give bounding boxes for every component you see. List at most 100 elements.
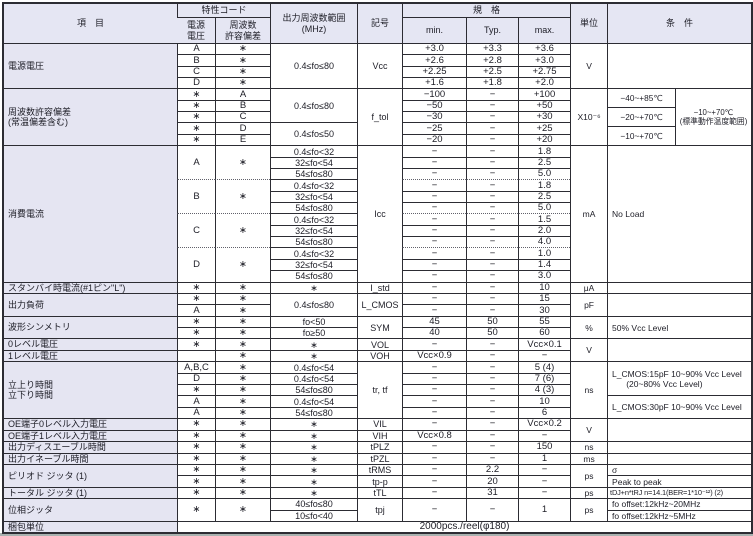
temp-range: −20~+70℃ (608, 107, 676, 126)
header-row-2: 電源 電圧 周波数 許容偏差 min. Typ. max. (4, 17, 751, 43)
char-code-cell: D (215, 122, 271, 135)
table-row: ∗ D 0.4≤fo≤50 −25− +25 (4, 122, 751, 146)
freq-range-cell: 0.4≤fo≤80 (270, 88, 358, 123)
spec-value-cell: +1.6 (402, 77, 467, 89)
col-header-unit: 単位 (570, 4, 608, 43)
spec-value-cell: 6 (518, 406, 571, 419)
char-code-cell: A (177, 395, 215, 407)
spec-value-cell: − (402, 213, 467, 225)
table-row: 電源電圧 A ∗ 0.4≤fo≤80 Vcc +3.0 +3.3 +3.6 V (4, 43, 752, 89)
col-header-item: 項 目 (4, 4, 177, 43)
spec-value-cell: +2.5 (466, 65, 519, 78)
spec-value-cell: − (402, 156, 467, 169)
condition-cell: fo offset:12kHz~5MHz (607, 509, 752, 521)
freq-range-cell: 32≤fo<54 (270, 156, 358, 169)
spec-value-cell: 1.4 (518, 258, 571, 271)
spec-value-cell: − (402, 236, 467, 248)
spec-value-cell: 10 (518, 395, 571, 407)
condition-cell: L_CMOS:30pF 10~90% Vcc Level (607, 395, 752, 419)
temp-conditions-cell: −40~+85℃ −20~+70℃ −10~+70℃ −10~+70℃ (標準動作温度… (607, 88, 752, 146)
spec-value-cell: − (518, 429, 571, 442)
page-edge (0, 533, 753, 536)
spec-value-cell: − (402, 486, 467, 499)
spec-item-label: OE端子0レベル入力電圧 (4, 418, 177, 430)
spec-value-cell: − (402, 475, 467, 487)
char-code-cell: ∗ (215, 498, 271, 521)
spec-value-cell: −100 (402, 88, 467, 100)
spec-value-cell: − (466, 236, 519, 248)
char-code-cell: ∗ (215, 65, 271, 78)
freq-range-cell: 0.4≤fo<32 (270, 247, 358, 259)
spec-value-cell: 5.0 (518, 168, 571, 180)
spec-value-cell: − (402, 361, 467, 373)
spec-value-cell: − (402, 202, 467, 214)
spec-value-cell: 50 (466, 327, 519, 339)
spec-item-label: スタンバイ時電流(#1ピン"L") (4, 281, 177, 293)
char-code-cell: C (215, 111, 271, 123)
spec-value-cell: 2.2 (466, 464, 519, 476)
char-code-cell: A (177, 43, 215, 55)
spec-value-cell: 20 (466, 475, 519, 487)
spec-value-cell: − (466, 429, 519, 442)
col-header-min: min. (402, 17, 467, 43)
spec-value-cell: 10 (518, 281, 571, 293)
table-row: 32≤fo<54− −2.5 (4, 156, 751, 169)
spec-item-label: OE端子1レベル入力電圧 (4, 429, 177, 442)
spec-value-cell: − (466, 452, 519, 465)
table-row: ∗ ∗ 54≤fo≤80− −4 (3) (4, 384, 751, 396)
spec-value-cell: − (402, 270, 467, 282)
symbol-cell: VOH (357, 349, 403, 362)
std-temp-range: −10~+70℃ (標準動作温度範囲) (679, 108, 748, 127)
spec-value-cell: − (402, 281, 467, 293)
char-code-cell: ∗ (177, 486, 215, 499)
unit-cell: V (570, 43, 608, 89)
spec-value-cell: 1.0 (518, 247, 571, 259)
symbol-cell: tr, tf (357, 361, 403, 419)
spec-value-cell: − (402, 304, 467, 316)
table-row: OE端子1レベル入力電圧 ∗ ∗ ∗ VIH Vcc×0.8− − (4, 429, 751, 442)
char-code-cell: ∗ (177, 99, 215, 112)
spec-value-cell: − (402, 464, 467, 476)
spec-item-label: 消費電流 (4, 145, 177, 282)
freq-range-cell: fo≥50 (270, 327, 358, 339)
spec-value-cell: − (466, 247, 519, 259)
freq-range-cell: ∗ (270, 349, 358, 362)
spec-value-cell: − (402, 179, 467, 191)
spec-item-label: 出力イネーブル時間 (4, 452, 177, 465)
spec-value-cell: − (466, 270, 519, 282)
symbol-cell: tRMS (357, 464, 403, 476)
freq-range-cell: 32≤fo<54 (270, 258, 358, 271)
char-code-cell: ∗ (215, 281, 271, 293)
condition-cell (607, 43, 752, 89)
table-row: B ∗ 0.4≤fo<32− −1.8 (4, 179, 751, 214)
table-row: 立上り時間 立下り時間 A,B,C ∗ 0.4≤fo<54 tr, tf − −5 (4) n… (4, 361, 752, 419)
freq-range-cell: ∗ (270, 338, 358, 350)
symbol-cell: Icc (357, 145, 403, 282)
spec-value-cell: − (466, 202, 519, 214)
condition-cell: Peak to peak (607, 475, 752, 487)
char-code-cell: ∗ (215, 179, 271, 214)
freq-range-cell: ∗ (270, 486, 358, 499)
col-header-char-code: 特性コード (177, 4, 271, 17)
table-row: D ∗ 0.4≤fo<32− −1.0 (4, 247, 751, 282)
table-row: 消費電流 A ∗ 0.4≤fo<32 Icc − −1.8 mA No Load (4, 145, 752, 282)
col-header-freq-tolerance: 周波数 許容偏差 (215, 17, 271, 43)
char-code-cell: ∗ (215, 441, 271, 453)
table-row: 1レベル電圧 ∗ ∗ VOH Vcc×0.9− − (4, 349, 751, 362)
symbol-cell: VIH (357, 429, 403, 442)
spec-value-cell: − (466, 293, 519, 305)
spec-value-cell: − (466, 156, 519, 169)
spec-value-cell: − (402, 247, 467, 259)
freq-range-cell: 54≤fo≤80 (270, 236, 358, 248)
unit-cell: ps (570, 498, 608, 521)
symbol-cell: f_tol (357, 88, 403, 146)
symbol-cell: Vcc (357, 43, 403, 89)
spec-value-cell: +3.0 (518, 54, 571, 66)
table-row: 54≤fo≤80− −5.0 (4, 202, 751, 214)
char-code-cell: ∗ (177, 498, 215, 521)
char-code-cell: C (177, 213, 215, 248)
table-row: 54≤fo≤80− −3.0 (4, 270, 751, 282)
spec-value-cell: 3.0 (518, 270, 571, 282)
table-row: D ∗ 0.4≤fo<54− −7 (6) (4, 372, 751, 385)
spec-value-cell: 4 (3) (518, 384, 571, 396)
